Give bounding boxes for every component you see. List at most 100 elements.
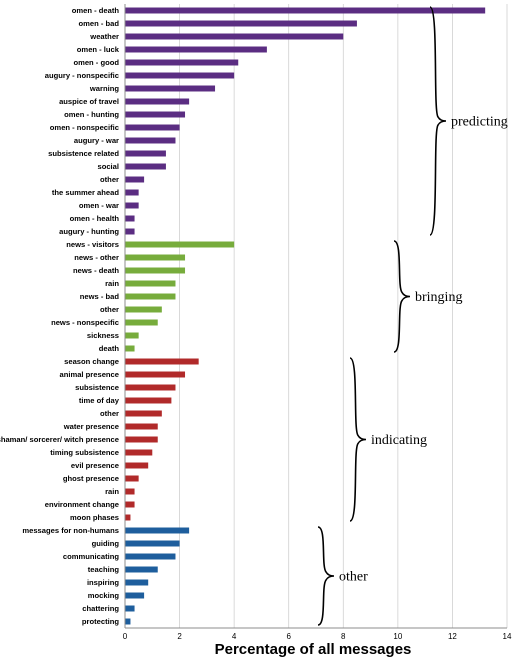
- category-label: teaching: [88, 565, 120, 574]
- category-label: shaman/ sorcerer/ witch presence: [0, 435, 119, 444]
- category-label: other: [100, 175, 119, 184]
- category-label: ghost presence: [63, 474, 119, 483]
- x-tick-label: 10: [393, 632, 402, 641]
- x-tick-label: 4: [232, 632, 237, 641]
- bar: [125, 46, 267, 53]
- bar: [125, 579, 149, 586]
- bar: [125, 189, 139, 196]
- bar: [125, 111, 186, 118]
- bar: [125, 267, 186, 274]
- category-label: augury - nonspecific: [45, 71, 119, 80]
- group-label: indicating: [371, 433, 427, 448]
- bar: [125, 241, 235, 248]
- category-label: omen - bad: [78, 19, 119, 28]
- x-tick-label: 0: [123, 632, 128, 641]
- group-brace: [349, 357, 367, 522]
- category-label: augury - hunting: [59, 227, 119, 236]
- category-label: auspice of travel: [59, 97, 119, 106]
- category-label: augury - war: [74, 136, 119, 145]
- category-label: timing subsistence: [50, 448, 119, 457]
- bar: [125, 254, 186, 261]
- bar: [125, 332, 139, 339]
- bar: [125, 384, 176, 391]
- bar: [125, 449, 153, 456]
- category-label: omen - health: [70, 214, 120, 223]
- category-label: chattering: [82, 604, 119, 613]
- bar: [125, 7, 486, 14]
- x-axis-label: Percentage of all messages: [215, 641, 412, 658]
- group-label: predicting: [451, 115, 508, 130]
- bar: [125, 72, 235, 79]
- category-label: inspiring: [87, 578, 119, 587]
- x-tick-label: 14: [503, 632, 512, 641]
- group-brace: [317, 526, 335, 626]
- category-label: social: [97, 162, 119, 171]
- bar: [125, 150, 166, 157]
- bar: [125, 280, 176, 287]
- category-label: sickness: [87, 331, 119, 340]
- category-label: rain: [105, 487, 119, 496]
- group-label: other: [339, 570, 368, 585]
- category-label: animal presence: [59, 370, 119, 379]
- bar: [125, 436, 158, 443]
- group-braces: predicting bringing indicating other: [317, 6, 508, 626]
- bar: [125, 410, 162, 417]
- category-label: death: [99, 344, 120, 353]
- bar: [125, 293, 176, 300]
- category-label: warning: [89, 84, 119, 93]
- bar: [125, 501, 135, 508]
- category-label: water presence: [63, 422, 119, 431]
- bar: [125, 306, 162, 313]
- category-label: omen - nonspecific: [50, 123, 119, 132]
- bar: [125, 540, 180, 547]
- x-tick-label: 6: [286, 632, 291, 641]
- x-tick-label: 2: [177, 632, 182, 641]
- bar: [125, 358, 199, 365]
- gridlines: [179, 4, 508, 628]
- x-tick-label: 8: [341, 632, 346, 641]
- category-labels: omen - death omen - bad weather omen - luck…: [0, 6, 120, 626]
- category-label: season change: [64, 357, 119, 366]
- bar: [125, 124, 180, 131]
- bar: [125, 488, 135, 495]
- category-label: subsistence: [75, 383, 119, 392]
- category-label: other: [100, 409, 119, 418]
- bar: [125, 345, 135, 352]
- category-label: rain: [105, 279, 119, 288]
- bar: [125, 462, 149, 469]
- category-label: communicating: [63, 552, 119, 561]
- category-label: other: [100, 305, 119, 314]
- bar: [125, 397, 172, 404]
- category-label: moon phases: [70, 513, 119, 522]
- category-label: news - visitors: [66, 240, 119, 249]
- group-brace: [429, 6, 447, 236]
- bar: [125, 59, 239, 66]
- category-label: omen - hunting: [64, 110, 119, 119]
- bar: [125, 371, 186, 378]
- bar: [125, 423, 158, 430]
- bar: [125, 163, 166, 170]
- category-label: omen - good: [73, 58, 119, 67]
- bar: [125, 33, 344, 40]
- category-label: environment change: [45, 500, 119, 509]
- bar: [125, 605, 135, 612]
- category-label: news - other: [74, 253, 119, 262]
- category-label: omen - death: [72, 6, 120, 15]
- category-label: protecting: [82, 617, 119, 626]
- bars: [125, 7, 486, 625]
- bar: [125, 514, 131, 521]
- category-label: the summer ahead: [52, 188, 119, 197]
- bar: [125, 98, 190, 105]
- bar: [125, 553, 176, 560]
- bar: [125, 20, 357, 27]
- bar: [125, 228, 135, 235]
- bar: [125, 618, 131, 625]
- x-tick-label: 12: [448, 632, 457, 641]
- category-label: evil presence: [71, 461, 119, 470]
- category-label: news - nonspecific: [51, 318, 119, 327]
- category-label: weather: [89, 32, 119, 41]
- category-label: mocking: [88, 591, 120, 600]
- category-label: messages for non-humans: [22, 526, 119, 535]
- category-label: omen - war: [79, 201, 119, 210]
